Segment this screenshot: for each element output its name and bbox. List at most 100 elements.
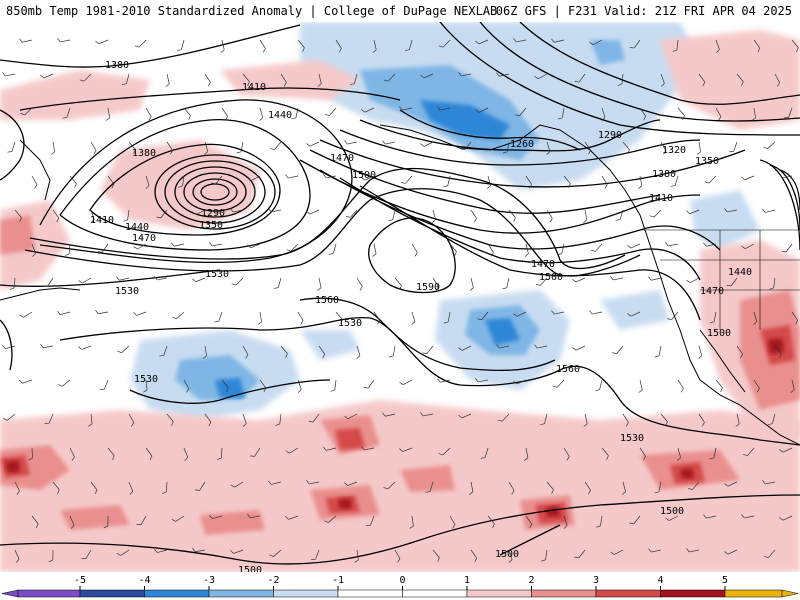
wind-barb — [677, 107, 685, 120]
wind-barb — [432, 277, 439, 291]
wind-barb — [52, 481, 60, 494]
wind-barb — [269, 549, 282, 557]
wind-barb — [583, 413, 588, 427]
contour-label: 1380 — [132, 148, 156, 159]
wind-barb — [438, 39, 451, 48]
wind-barb — [372, 243, 377, 257]
contour-1260 — [399, 109, 581, 151]
wind-barb — [230, 549, 244, 554]
wind-barb — [589, 310, 603, 315]
wind-barb — [574, 73, 586, 83]
wind-barb — [69, 447, 75, 461]
wind-barb — [69, 515, 75, 529]
wind-barb — [325, 107, 337, 116]
wind-barb — [217, 447, 223, 461]
wind-barb — [622, 481, 626, 495]
contour-ne-ring-3 — [759, 159, 800, 251]
wind-barb — [399, 379, 413, 386]
wind-barb — [2, 345, 16, 349]
wind-barb — [128, 141, 136, 154]
positive-anomaly-4 — [5, 338, 784, 517]
contour-label: 1500 — [495, 549, 519, 560]
coastlines — [0, 124, 800, 446]
wind-barb — [735, 413, 740, 427]
contour-1380-b — [0, 24, 301, 68]
contour-label: 1320 — [662, 145, 686, 156]
wind-barb — [14, 209, 22, 222]
wind-barb — [28, 447, 33, 461]
wind-barb — [3, 413, 16, 421]
wind-barb — [574, 549, 586, 559]
wind-barb — [78, 345, 92, 350]
wind-barb — [443, 311, 451, 324]
contour-1380-a — [89, 143, 281, 236]
wind-barb — [610, 549, 624, 555]
wind-barb — [81, 549, 92, 560]
colorbar-tick-label: -4 — [138, 575, 150, 586]
wind-barb — [763, 141, 776, 150]
wind-barb — [128, 413, 135, 427]
wind-barb — [617, 73, 624, 86]
wind-barb — [639, 447, 646, 461]
wind-barb — [422, 345, 434, 355]
map-title: 850mb Temp 1981-2010 Standardized Anomal… — [6, 4, 498, 18]
contour-label: 1470 — [531, 259, 555, 270]
coastline-asia — [0, 287, 81, 301]
wind-barb — [458, 72, 472, 77]
wind-barb — [20, 107, 33, 116]
wind-barb — [660, 73, 665, 87]
wind-barb — [236, 141, 244, 154]
anomaly-map: 1380 1410 1440 1470 1500 1380 1410 1440 … — [0, 22, 800, 572]
contour-ne-3 — [439, 22, 800, 136]
wind-barb — [781, 243, 793, 253]
wind-barb — [143, 379, 148, 393]
wind-barb — [195, 481, 206, 491]
wind-barb — [31, 243, 36, 257]
wind-barb — [242, 413, 247, 427]
contour-label: 1380 — [652, 169, 676, 180]
wind-barb — [629, 515, 641, 525]
wind-barb — [97, 243, 109, 253]
wind-barb — [741, 175, 755, 181]
wind-barb — [344, 140, 358, 145]
contour-1290 — [359, 119, 661, 152]
wind-barb — [285, 515, 299, 520]
wind-barb — [268, 208, 282, 213]
wind-barb — [306, 480, 320, 485]
wind-barb — [470, 209, 477, 223]
wind-barb — [204, 73, 211, 87]
wind-barb — [297, 379, 302, 393]
wind-barb — [44, 413, 54, 424]
wind-barb — [383, 73, 396, 82]
wind-barb — [166, 413, 174, 426]
wind-barb — [677, 447, 681, 461]
wind-barb — [95, 309, 109, 315]
wind-barb — [425, 481, 434, 493]
wind-barb — [449, 515, 456, 529]
wind-barb — [214, 311, 223, 323]
wind-barb — [183, 447, 189, 461]
wind-barb — [724, 208, 738, 213]
wind-barb — [156, 209, 168, 219]
contour-ring — [192, 178, 238, 206]
wind-barb — [268, 480, 282, 485]
contour-label: 1410 — [90, 215, 114, 226]
wind-barb — [204, 141, 209, 155]
wind-barb — [382, 140, 396, 145]
contour-label: 1560 — [556, 364, 580, 375]
wind-barb — [762, 480, 776, 485]
wind-barb — [90, 481, 98, 495]
wind-barb — [162, 481, 168, 495]
wind-barb — [57, 311, 71, 315]
wind-barb — [172, 311, 185, 320]
wind-barb — [487, 243, 494, 257]
wind-barb — [525, 175, 532, 189]
wind-barb — [502, 141, 510, 154]
wind-barb — [317, 73, 322, 87]
contour-label: 1590 — [416, 282, 440, 293]
contour-w-1 — [0, 319, 13, 371]
wind-barb — [99, 379, 109, 390]
wind-barb — [751, 107, 756, 121]
wind-barb — [487, 515, 495, 528]
wind-barb — [686, 548, 700, 553]
